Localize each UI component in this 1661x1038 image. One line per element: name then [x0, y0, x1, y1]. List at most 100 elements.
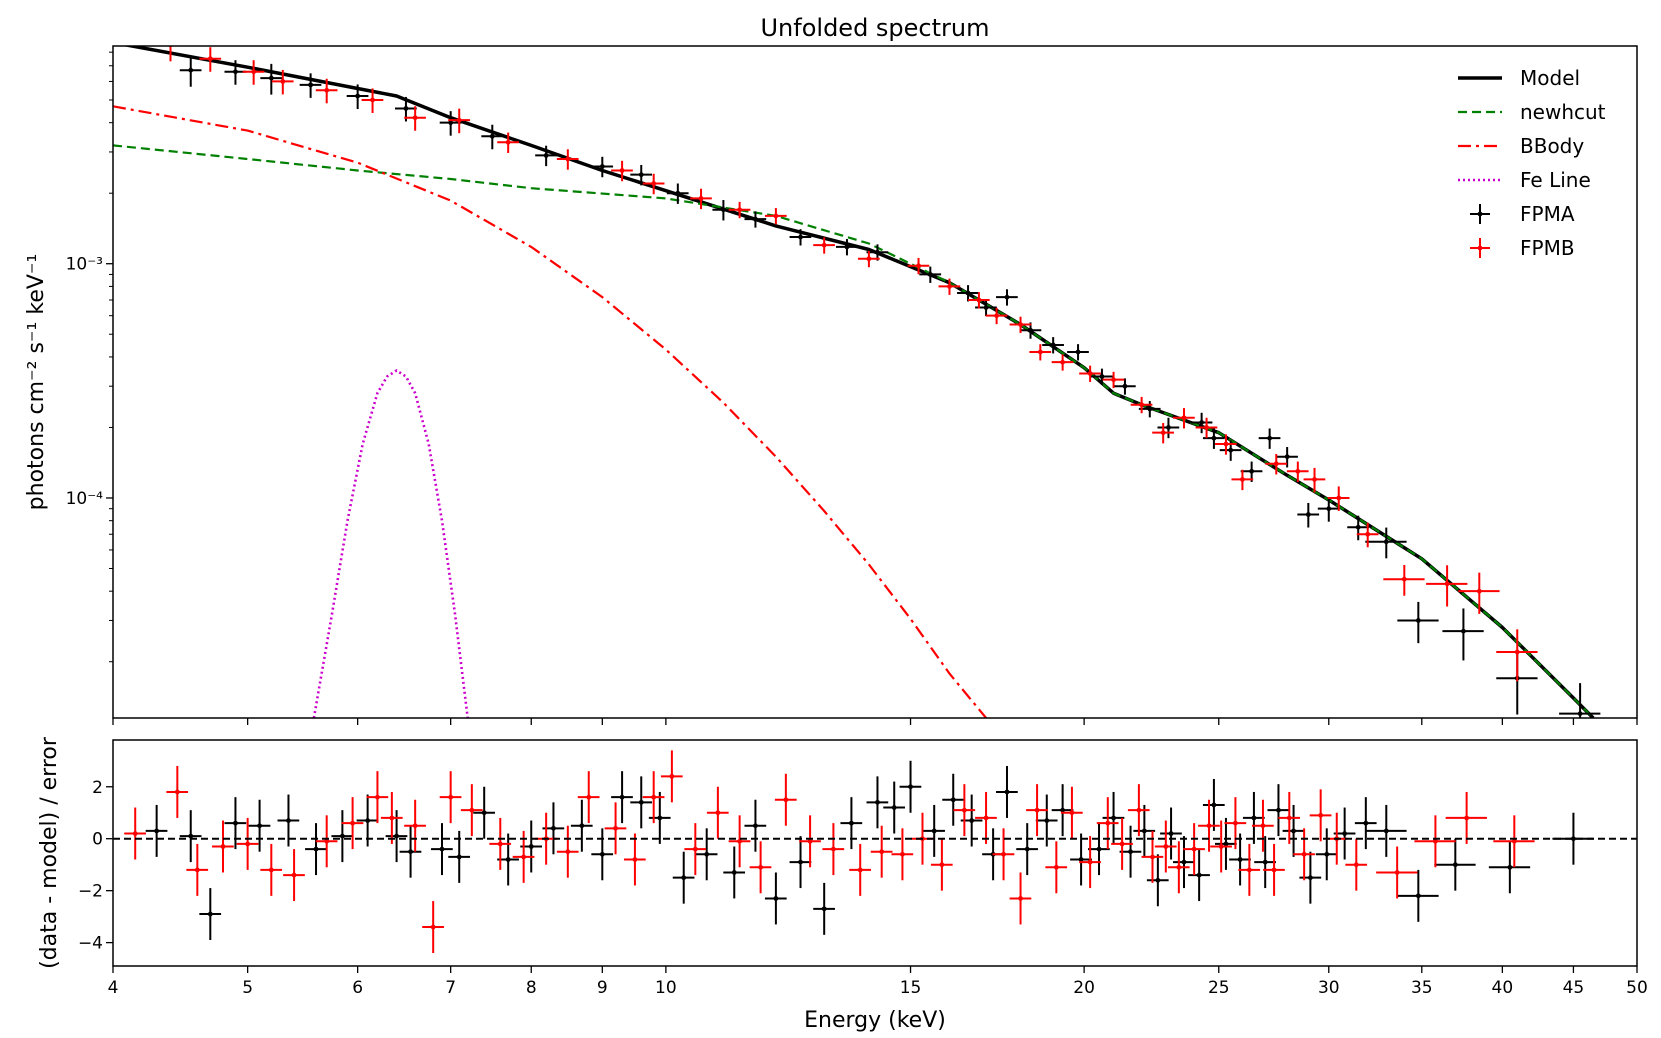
fpmb-point	[1069, 810, 1075, 816]
fpma-point	[704, 851, 710, 857]
fpmb-point	[758, 864, 764, 870]
fpmb-point	[807, 838, 813, 844]
x-tick-label: 30	[1318, 978, 1340, 998]
fpma-point	[657, 815, 663, 821]
series-model	[122, 46, 1595, 718]
fpmb-point	[1260, 823, 1266, 829]
fpma-point	[1168, 831, 1174, 836]
fpma-point	[257, 823, 262, 829]
fpmb-point	[669, 773, 675, 779]
fpma-point	[753, 823, 758, 829]
fpma-point	[233, 69, 238, 75]
fpmb-point	[245, 841, 251, 847]
fpmb-point	[773, 213, 779, 219]
fpmb-point	[1223, 441, 1229, 447]
y-tick-label: −4	[78, 934, 103, 954]
fpma-point	[394, 833, 399, 839]
fpma-point	[1028, 327, 1033, 333]
fpma-point	[268, 75, 274, 81]
fpma-point	[1363, 820, 1369, 826]
fpma-point	[849, 820, 854, 826]
fpmb-point	[976, 297, 982, 303]
fpmb-point	[448, 794, 454, 800]
series-bbody	[113, 105, 987, 718]
fpma-point	[1291, 828, 1296, 834]
fpma-point	[551, 825, 556, 831]
fpma-point	[1141, 828, 1147, 834]
x-tick-label: 45	[1563, 978, 1585, 998]
fpmb-point	[1160, 430, 1166, 436]
fpma-point	[1415, 618, 1421, 623]
fpma-point	[1461, 628, 1466, 634]
x-tick-label: 50	[1626, 978, 1648, 998]
fpma-point	[408, 849, 413, 855]
fpma-point	[1237, 857, 1243, 862]
fpmb-point	[280, 79, 286, 84]
fpma-point	[489, 133, 495, 139]
fpmb-point	[1119, 841, 1125, 847]
fpma-point	[207, 911, 213, 917]
legend-label-fpmb: FPMB	[1520, 236, 1575, 260]
fpmb-point	[1444, 581, 1450, 587]
x-axis-title: Energy (keV)	[804, 1008, 946, 1033]
y-tick-label: 10⁻³	[66, 255, 103, 275]
spectrum-panel: 10⁻³ 10⁻⁴ photons cm⁻² s⁻¹ keV⁻¹	[24, 45, 1638, 725]
fpma-point	[1577, 711, 1583, 717]
fpma-point	[1249, 468, 1255, 474]
fpma-point	[1099, 374, 1105, 379]
fpma-point	[543, 153, 549, 158]
legend-handle-fpmb	[1477, 245, 1483, 251]
x-tick-label: 35	[1411, 978, 1433, 998]
y-tick-label: 10⁻⁴	[66, 489, 104, 509]
fpma-point	[1262, 859, 1268, 865]
fpmb-point	[619, 168, 625, 173]
fpmb-point	[857, 867, 863, 873]
fpmb-point	[698, 196, 704, 201]
fpma-point	[233, 820, 238, 826]
fpmb-point	[1206, 823, 1212, 829]
y-tick-label: 0	[92, 830, 103, 850]
fpmb-point	[469, 807, 475, 813]
fpmb-point	[521, 854, 527, 860]
fpmb-point	[324, 838, 330, 844]
fpma-point	[365, 818, 371, 823]
fpmb-point	[174, 789, 180, 795]
fpmb-point	[505, 139, 511, 145]
fpma-point	[1383, 828, 1389, 834]
legend-label-fe-line: Fe Line	[1520, 168, 1591, 192]
fpma-point	[1155, 877, 1161, 883]
fpma-point	[753, 216, 758, 222]
fpma-point	[154, 828, 160, 834]
fpma-point	[1223, 841, 1229, 847]
fpma-point	[969, 818, 975, 823]
fpma-point	[579, 823, 585, 829]
fpma-point	[1383, 539, 1389, 545]
spectrum-frame	[112, 45, 1638, 719]
fpmb-point	[1034, 807, 1040, 813]
fpmb-point	[1163, 844, 1169, 849]
fpma-point	[188, 833, 194, 839]
fpma-point	[675, 190, 681, 196]
fpma-point	[844, 244, 850, 250]
fpmb-point	[737, 207, 743, 213]
fpmb-point	[651, 794, 657, 800]
fpmb-point	[586, 794, 592, 800]
fpmb-point	[268, 867, 274, 873]
fpma-point	[1284, 454, 1290, 460]
fpma-point	[1571, 836, 1576, 842]
legend-label-fpma: FPMA	[1520, 202, 1575, 226]
fpma-point	[931, 828, 937, 834]
fpma-point	[1128, 849, 1133, 855]
fpma-point	[1060, 807, 1066, 813]
fpmb-point	[692, 846, 698, 852]
fpmb-point	[651, 181, 657, 186]
fpmb-point	[1087, 371, 1093, 376]
fpma-point	[731, 870, 737, 875]
fpmb-point	[565, 156, 571, 162]
fpmb-point	[1176, 864, 1182, 870]
fpma-point	[1307, 875, 1313, 881]
fpma-point	[403, 106, 409, 111]
fpmb-point	[983, 815, 989, 821]
x-tick-label: 5	[242, 978, 253, 998]
x-tick-label: 8	[526, 978, 537, 998]
